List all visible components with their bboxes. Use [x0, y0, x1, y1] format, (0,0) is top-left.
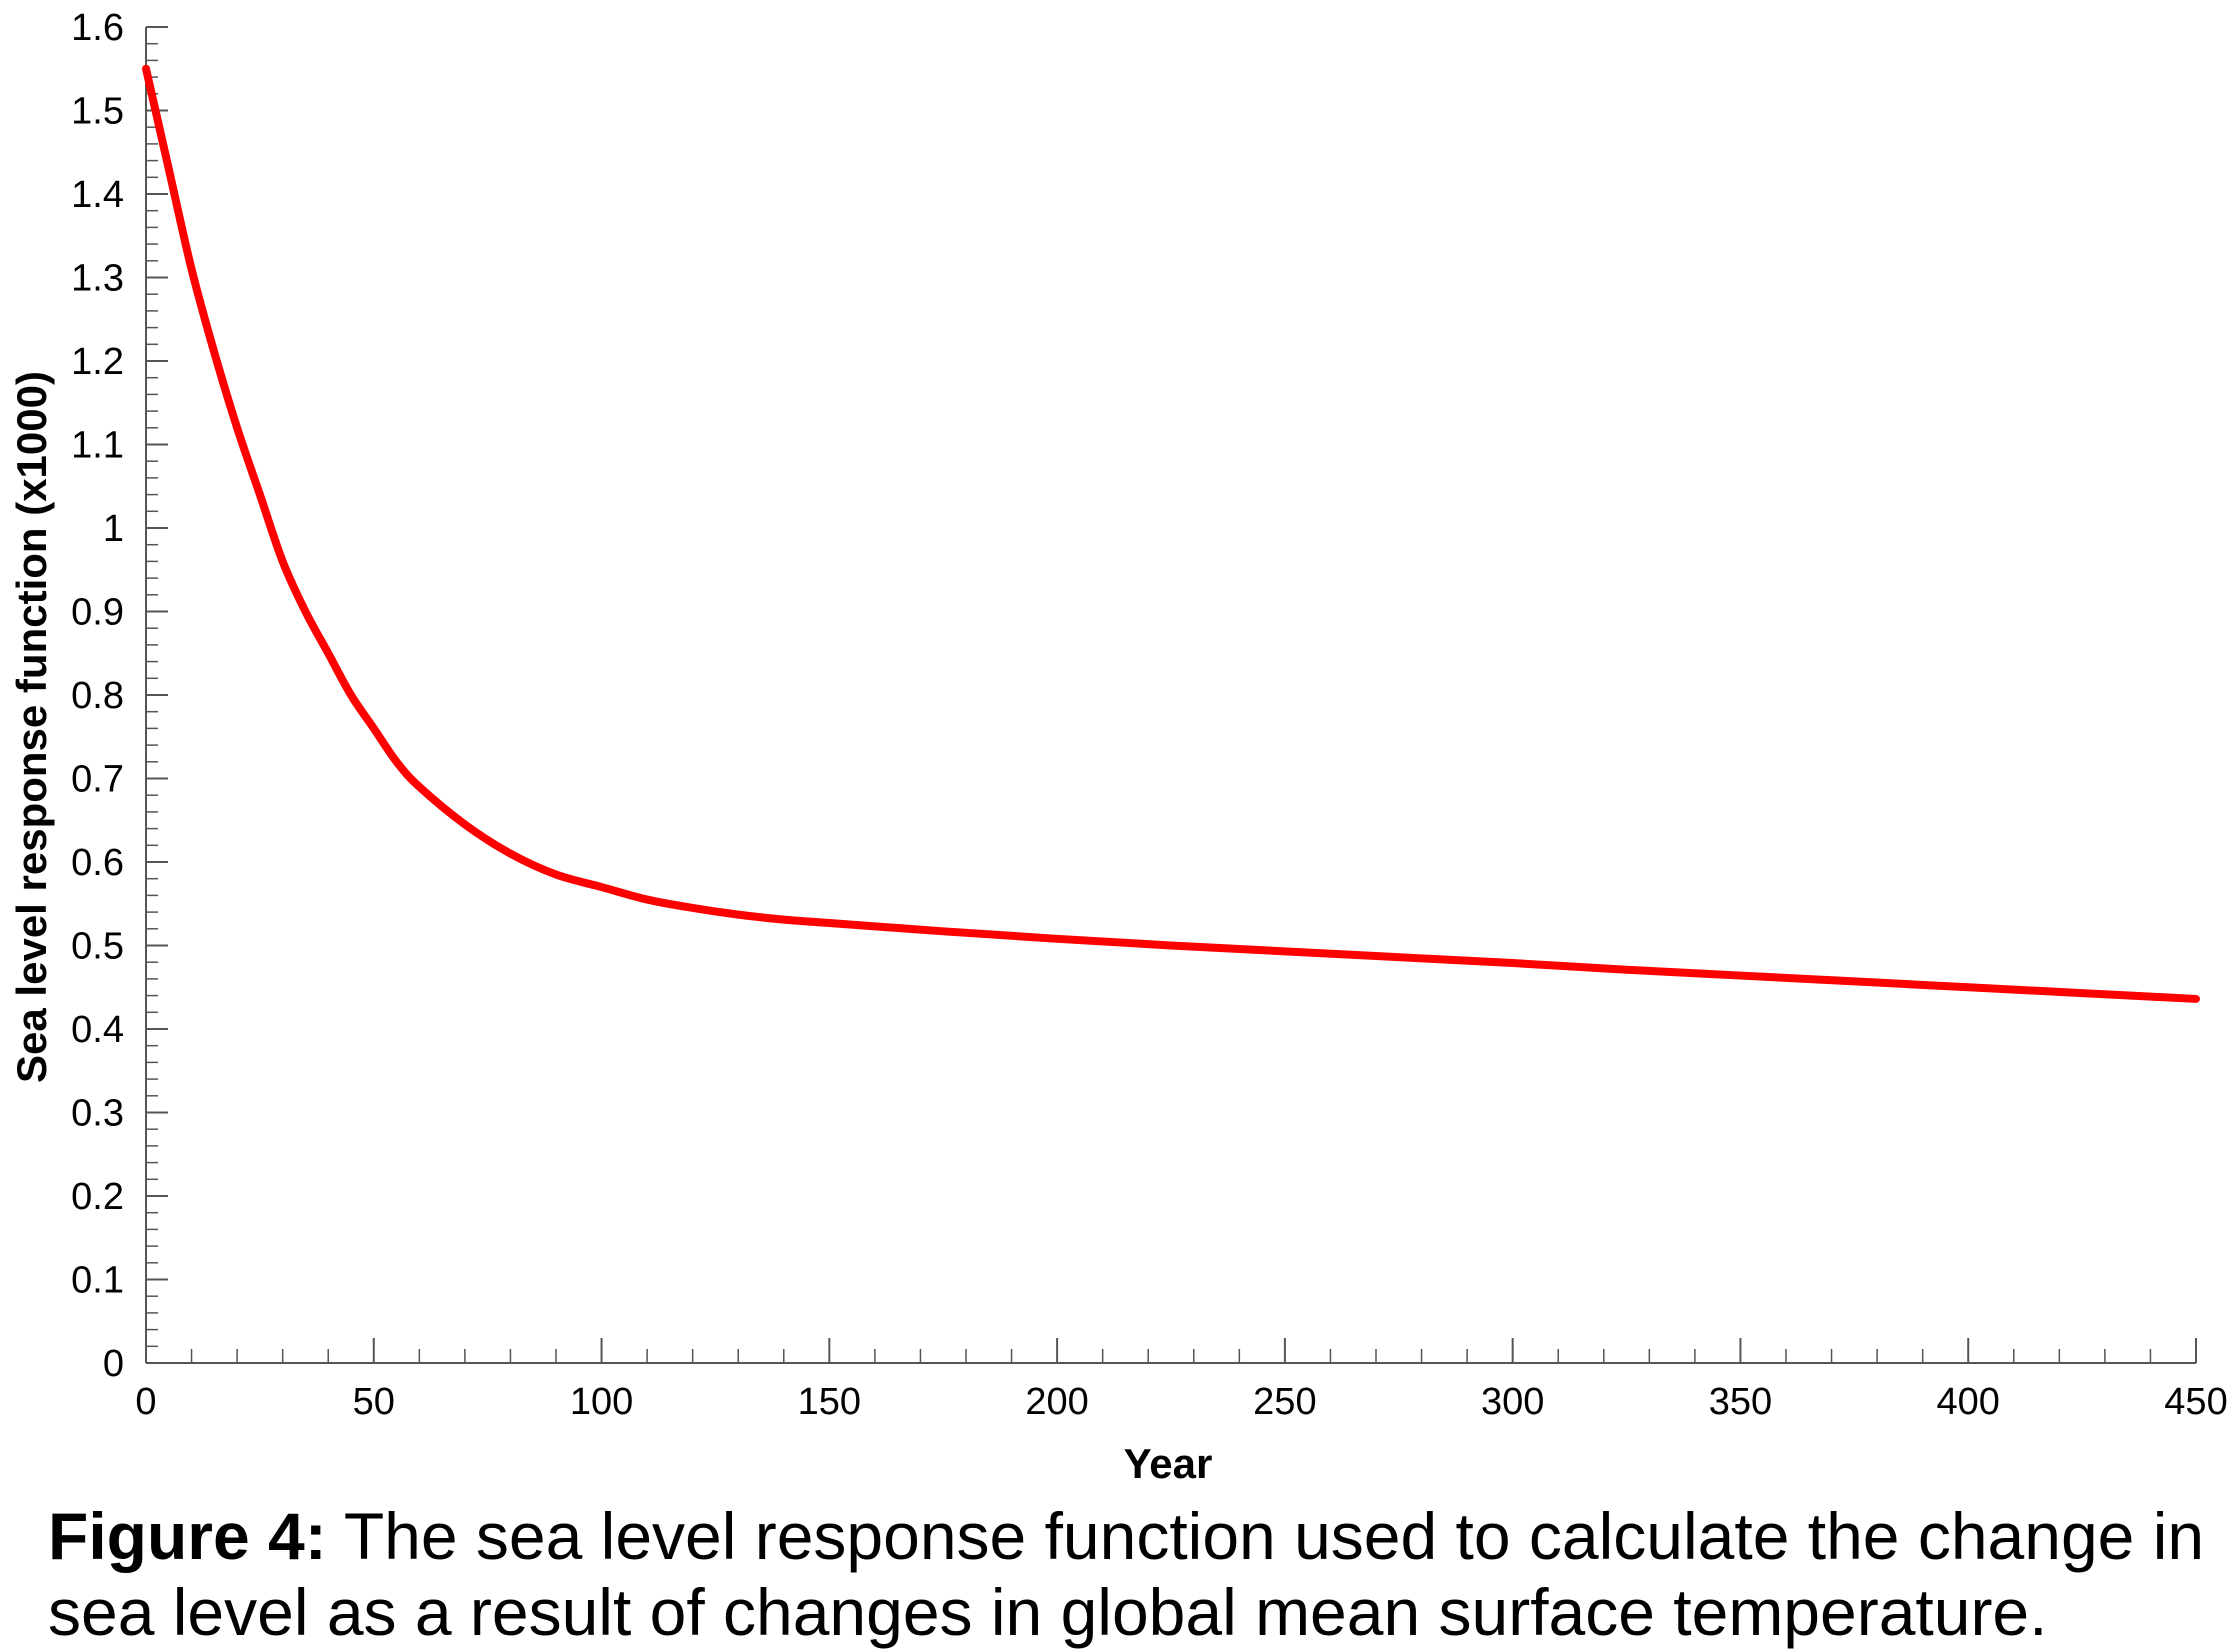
figure-caption-label: Figure 4: [48, 1499, 327, 1573]
y-tick-label: 1.5 [71, 91, 124, 133]
y-tick-label: 1 [103, 508, 124, 550]
tick-labels: 0 0.1 0.2 0.3 0.4 0.5 0.6 0.7 0.8 0.9 1 1.1 1.2 1.3 1.… [71, 7, 2228, 1423]
y-axis-title: Sea level response function (x1000) [8, 371, 55, 1083]
figure-caption-text: The sea level response function used to … [48, 1499, 2205, 1649]
y-tick-label: 1.6 [71, 7, 124, 49]
y-tick-label: 0 [103, 1343, 124, 1385]
y-tick-label: 0.6 [71, 842, 124, 884]
series-line [142, 64, 2200, 1003]
x-tick-label: 100 [570, 1381, 633, 1423]
y-tick-label: 1.4 [71, 174, 124, 216]
y-tick-label: 0.2 [71, 1176, 124, 1218]
x-tick-label: 150 [798, 1381, 861, 1423]
y-tick-label: 0.7 [71, 759, 124, 801]
x-tick-label: 350 [1709, 1381, 1772, 1423]
line-chart: 0 0.1 0.2 0.3 0.4 0.5 0.6 0.7 0.8 0.9 1 1.1 1.2 1.3 1.… [8, 7, 2228, 1487]
series-layer [142, 64, 2200, 1003]
x-tick-label: 0 [135, 1381, 156, 1423]
x-axis-title: Year [1124, 1440, 1213, 1487]
y-tick-label: 0.5 [71, 926, 124, 968]
axes [145, 27, 2196, 1364]
x-tick-label: 250 [1253, 1381, 1316, 1423]
y-tick-label: 1.1 [71, 425, 124, 467]
x-tick-label: 200 [1025, 1381, 1088, 1423]
x-tick-label: 450 [2164, 1381, 2227, 1423]
y-tick-label: 1.2 [71, 341, 124, 383]
y-tick-label: 0.8 [71, 675, 124, 717]
y-tick-label: 0.4 [71, 1009, 124, 1051]
y-tick-label: 1.3 [71, 258, 124, 300]
figure-caption: Figure 4: The sea level response functio… [48, 1498, 2218, 1650]
axis-ticks [145, 26, 2197, 1364]
y-tick-label: 0.1 [71, 1260, 124, 1302]
y-tick-label: 0.3 [71, 1093, 124, 1135]
x-tick-label: 400 [1937, 1381, 2000, 1423]
y-tick-label: 0.9 [71, 592, 124, 634]
x-tick-label: 50 [353, 1381, 395, 1423]
x-tick-label: 300 [1481, 1381, 1544, 1423]
